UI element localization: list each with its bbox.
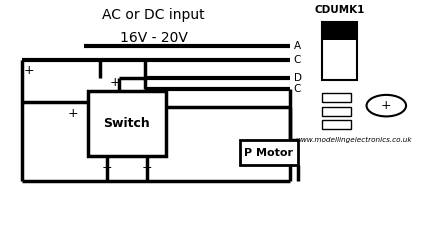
Text: +: + bbox=[141, 161, 152, 174]
Bar bbox=[323, 22, 357, 80]
Text: 16V - 20V: 16V - 20V bbox=[120, 31, 188, 44]
Text: Switch: Switch bbox=[104, 117, 150, 130]
Bar bbox=[323, 107, 351, 116]
Circle shape bbox=[366, 95, 406, 116]
Text: CDUMK1: CDUMK1 bbox=[315, 5, 365, 15]
Bar bbox=[88, 91, 166, 156]
Text: www.modellingelectronics.co.uk: www.modellingelectronics.co.uk bbox=[295, 137, 412, 143]
Bar bbox=[323, 120, 351, 129]
Bar bbox=[240, 141, 298, 165]
Text: +: + bbox=[381, 99, 391, 112]
Text: D: D bbox=[294, 73, 302, 83]
Text: AC or DC input: AC or DC input bbox=[102, 8, 205, 22]
Text: +: + bbox=[110, 76, 121, 89]
Text: +: + bbox=[68, 107, 79, 120]
Text: C: C bbox=[294, 55, 301, 65]
Bar bbox=[323, 22, 357, 40]
Text: A: A bbox=[294, 41, 301, 51]
Text: +: + bbox=[102, 161, 113, 174]
Bar bbox=[323, 93, 351, 102]
Text: C: C bbox=[294, 84, 301, 94]
Text: +: + bbox=[24, 64, 35, 77]
Text: P Motor: P Motor bbox=[244, 148, 294, 158]
